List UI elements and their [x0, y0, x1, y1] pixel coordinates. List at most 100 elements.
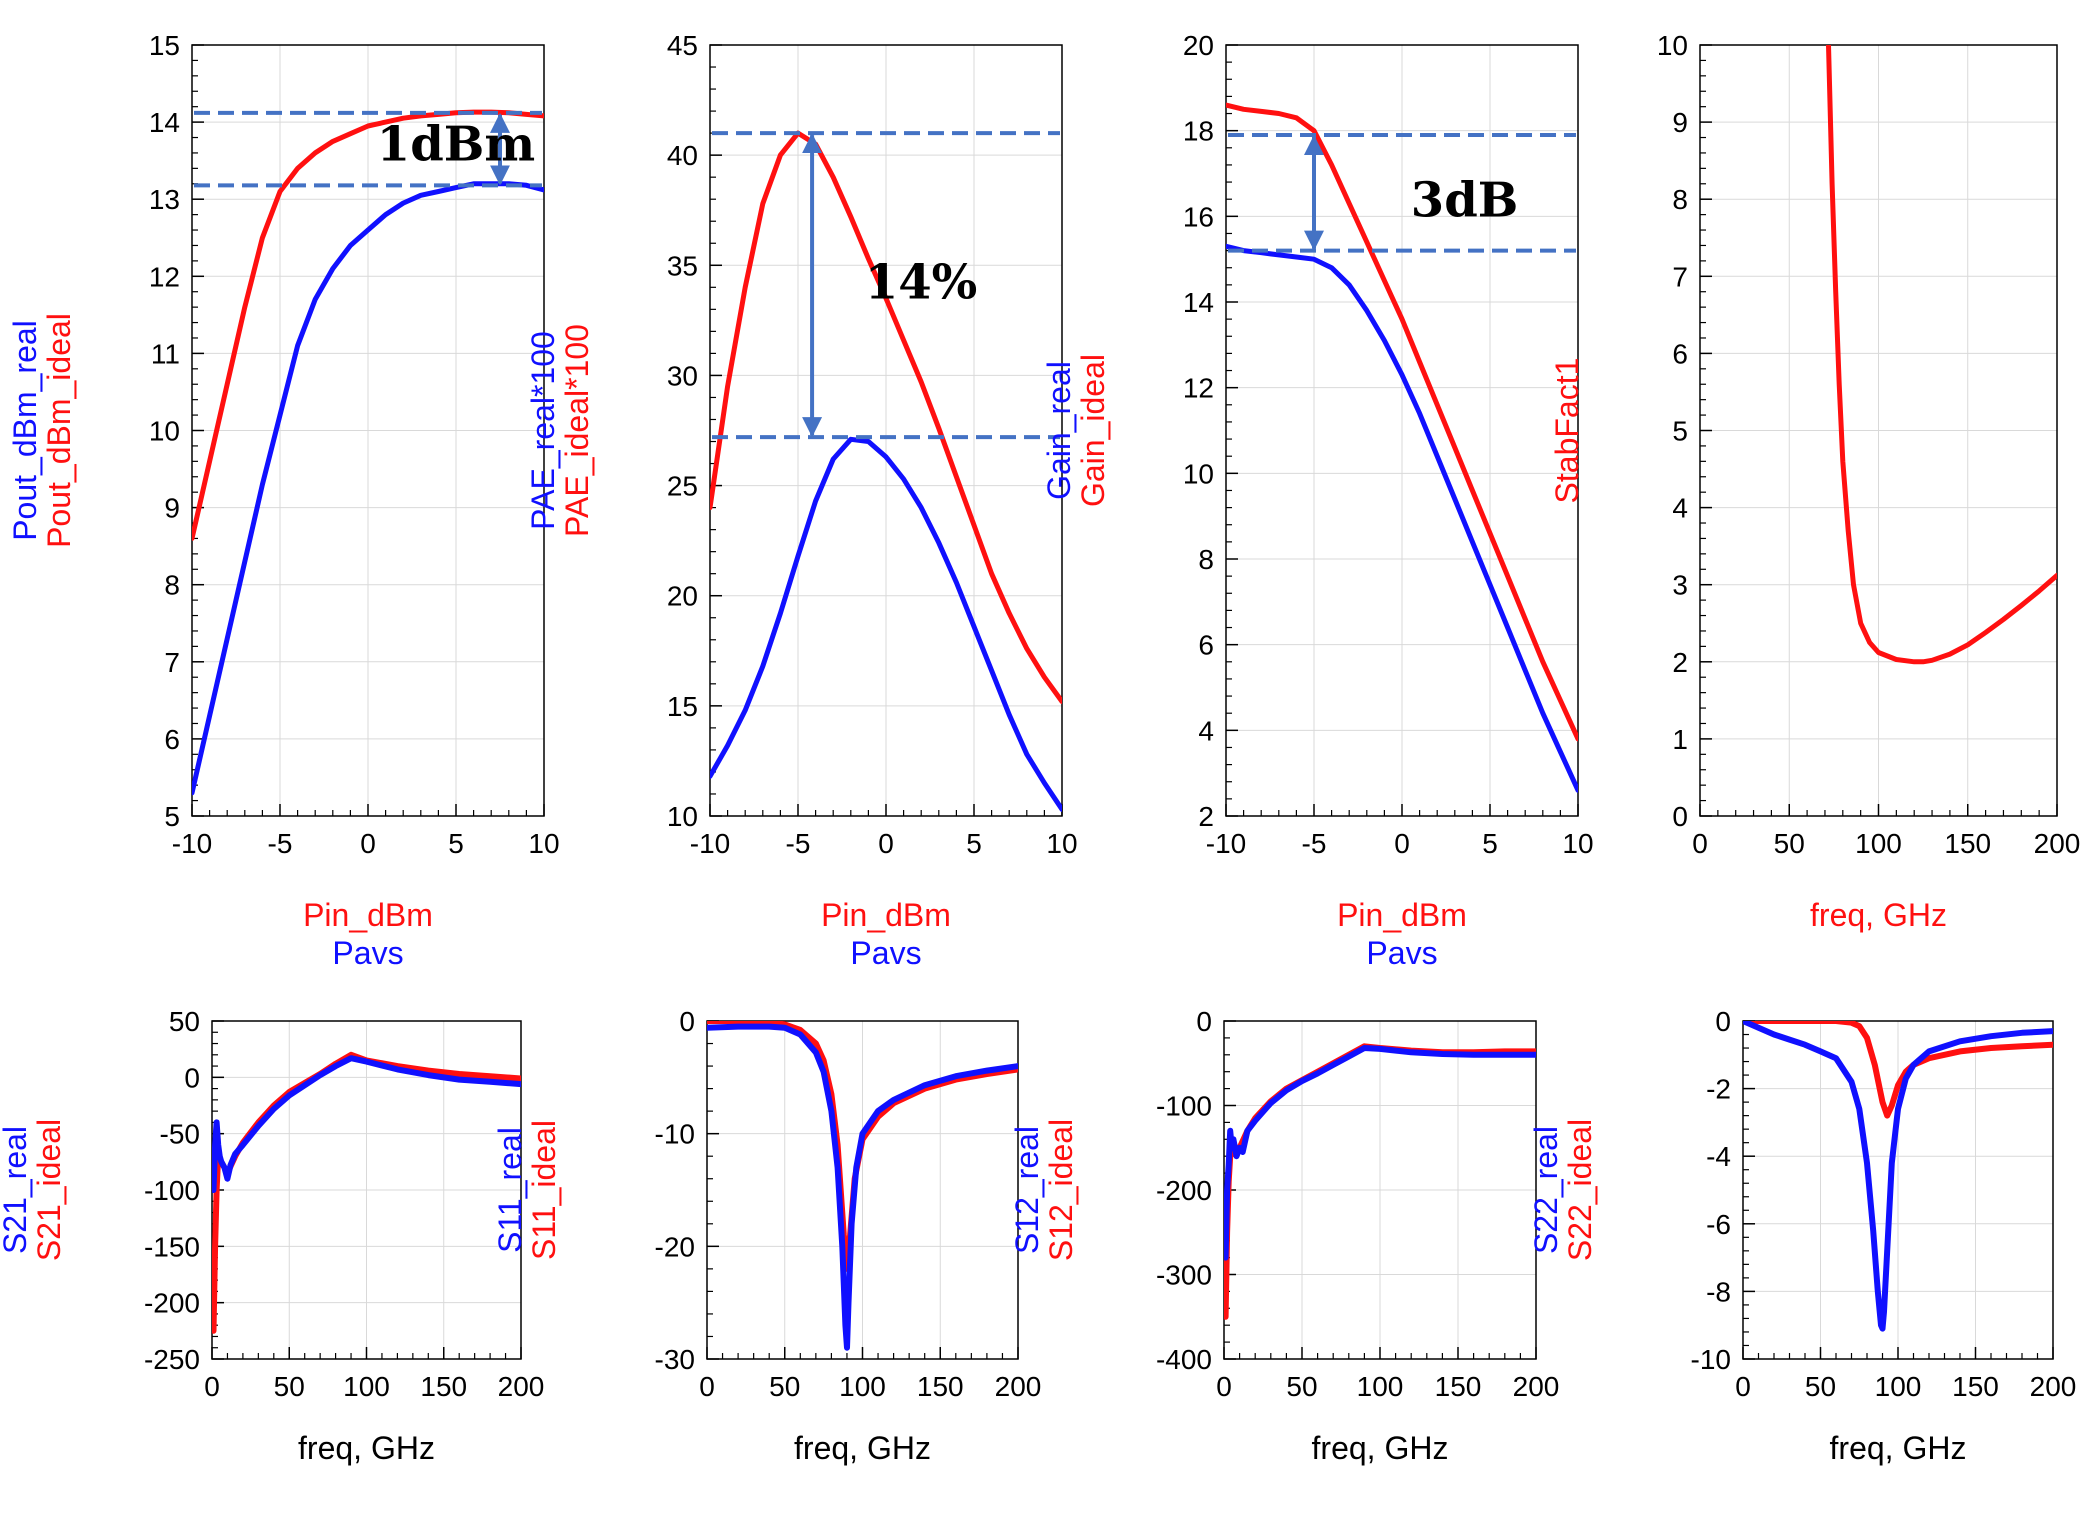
y-tick-label: 18 — [1183, 116, 1214, 147]
y-tick-label: 0 — [1715, 1006, 1731, 1037]
x-tick-label: -10 — [1206, 828, 1246, 859]
y-tick-label: 14 — [149, 107, 180, 138]
y-axis-label: PAE_real*100 — [525, 331, 561, 530]
y-tick-label: 10 — [667, 801, 698, 832]
y-axis-label: S12_real — [1009, 1126, 1045, 1254]
y-axis-label: Pout_dBm_real — [7, 320, 43, 541]
y-tick-label: -100 — [144, 1175, 200, 1206]
y-tick-label: 6 — [164, 724, 180, 755]
y-tick-label: 9 — [164, 493, 180, 524]
series-line-pae-real-100 — [710, 436, 1062, 812]
x-tick-label: 100 — [1357, 1371, 1404, 1402]
y-axis-label: S21_ideal — [31, 1119, 67, 1261]
y-tick-label: 40 — [667, 140, 698, 171]
plots-layer: -10 -5 0 5 10567891011121314151dBmPin_dBmPav… — [0, 30, 2080, 1466]
x-axis-label: freq, GHz — [1830, 1430, 1967, 1466]
chart-pout: -10 -5 0 5 10 5 6 7 8 9 10 11 12 13 14 15 1dBm Pin_dBmPav… — [7, 30, 560, 971]
y-tick-label: -10 — [1691, 1344, 1731, 1375]
y-tick-label: 0 — [1196, 1006, 1212, 1037]
x-tick-label: 150 — [1944, 828, 1991, 859]
y-tick-label: -400 — [1156, 1344, 1212, 1375]
y-tick-label: 12 — [1183, 373, 1214, 404]
y-axis-label: S22_ideal — [1562, 1119, 1598, 1261]
y-tick-label: 3 — [1672, 570, 1688, 601]
series-line-s12-ideal — [1224, 1043, 1536, 1320]
y-tick-label: 14 — [1183, 287, 1214, 318]
x-tick-label: 150 — [1435, 1371, 1482, 1402]
y-tick-label: 8 — [164, 570, 180, 601]
y-tick-label: 10 — [1657, 30, 1688, 61]
x-tick-label: 0 — [1692, 828, 1708, 859]
plot-frame-s12 — [1223, 1020, 1537, 1360]
y-tick-label: -100 — [1156, 1091, 1212, 1122]
y-tick-label: 10 — [149, 416, 180, 447]
y-axis-label: Gain_ideal — [1075, 354, 1111, 507]
x-tick-label: -10 — [690, 828, 730, 859]
y-tick-label: 30 — [667, 360, 698, 391]
chart-stab: 0 50 100 150 200 0 1 2 3 4 5 6 7 8 9 10 freq, GHz StabFac… — [1549, 30, 2080, 933]
x-tick-label: 10 — [1046, 828, 1077, 859]
y-tick-label: 35 — [667, 250, 698, 281]
series-line-s21-ideal — [212, 1051, 521, 1334]
x-tick-label: 200 — [2034, 828, 2081, 859]
x-tick-label: 0 — [1216, 1371, 1232, 1402]
x-tick-label: -10 — [172, 828, 212, 859]
y-axis-label: S22_real — [1528, 1126, 1564, 1254]
y-tick-label: 7 — [164, 647, 180, 678]
y-tick-label: -50 — [160, 1119, 200, 1150]
x-axis-label: Pin_dBm — [1337, 897, 1467, 933]
x-tick-label: 100 — [1875, 1371, 1922, 1402]
y-tick-label: 45 — [667, 30, 698, 61]
x-tick-label: 50 — [769, 1371, 800, 1402]
x-axis-label: Pavs — [1366, 935, 1437, 971]
y-tick-label: 0 — [1672, 801, 1688, 832]
x-tick-label: 100 — [1855, 828, 1902, 859]
plot-frame-s22 — [1742, 1020, 2054, 1360]
y-tick-label: 13 — [149, 184, 180, 215]
series-line-s22-real — [1743, 1021, 2053, 1332]
y-tick-label: 11 — [151, 338, 180, 369]
y-tick-label: -2 — [1706, 1074, 1731, 1105]
y-tick-label: 5 — [1672, 416, 1688, 447]
x-tick-label: 5 — [966, 828, 982, 859]
x-tick-label: 50 — [1286, 1371, 1317, 1402]
plot-frame-gain — [1225, 44, 1579, 817]
series-line-s21-real — [212, 1055, 521, 1193]
y-tick-label: 20 — [1183, 30, 1214, 61]
x-tick-label: 5 — [448, 828, 464, 859]
x-axis-label: freq, GHz — [794, 1430, 931, 1466]
chart-s12: 0 50 100 150 200 -400 -300 -200 -100 0 freq, GHz S1… — [1009, 1006, 1559, 1466]
y-tick-label: 15 — [667, 691, 698, 722]
y-tick-label: -20 — [655, 1231, 695, 1262]
y-axis-label: S11_ideal — [526, 1120, 562, 1260]
x-tick-label: 200 — [995, 1371, 1042, 1402]
x-tick-label: 0 — [360, 828, 376, 859]
y-tick-label: 4 — [1198, 715, 1214, 746]
y-axis-label: S12_ideal — [1043, 1119, 1079, 1261]
x-tick-label: 200 — [1513, 1371, 1560, 1402]
y-tick-label: -10 — [655, 1119, 695, 1150]
y-tick-label: -6 — [1706, 1209, 1731, 1240]
annotation-label: 14% — [865, 254, 977, 310]
series-line-s11-real — [707, 1023, 1018, 1351]
x-tick-label: 0 — [204, 1371, 220, 1402]
series-line-gain-ideal — [1226, 102, 1578, 742]
y-tick-label: 8 — [1672, 184, 1688, 215]
x-tick-label: 0 — [1735, 1371, 1751, 1402]
y-tick-label: 10 — [1183, 458, 1214, 489]
series-line-gain-real — [1226, 243, 1578, 793]
x-axis-label: Pin_dBm — [303, 897, 433, 933]
x-tick-label: 50 — [274, 1371, 305, 1402]
plot-frame-pout — [191, 44, 545, 817]
x-tick-label: 50 — [1774, 828, 1805, 859]
y-tick-label: 7 — [1672, 261, 1688, 292]
y-axis-label: S21_real — [0, 1126, 33, 1254]
y-tick-label: 4 — [1672, 493, 1688, 524]
y-axis-label: S11_real — [492, 1127, 528, 1253]
y-axis-label: Gain_real — [1041, 361, 1077, 500]
x-tick-label: 200 — [498, 1371, 545, 1402]
series-line-stabfact1 — [1826, 45, 2057, 665]
